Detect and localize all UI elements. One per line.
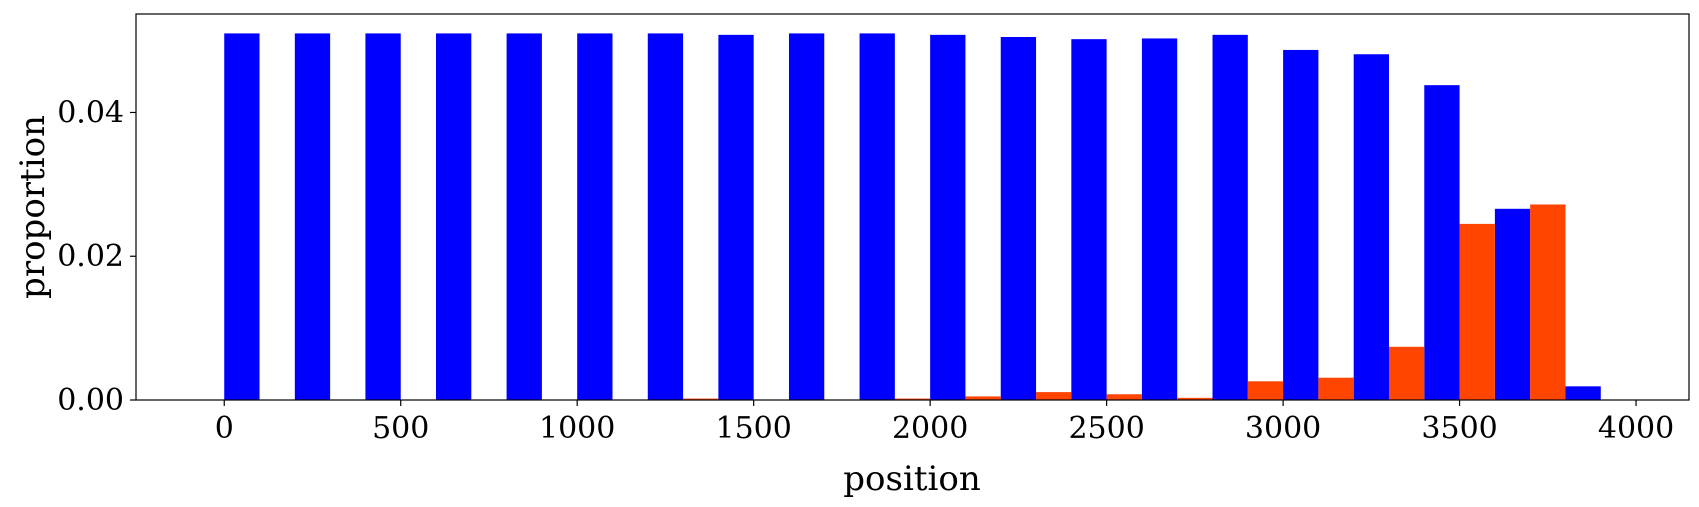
bar-series-1-bin-0 (224, 33, 260, 400)
y-tick-label: 0.00 (57, 383, 124, 418)
bar-series-1-bin-19 (1565, 386, 1601, 400)
y-tick-label: 0.02 (57, 239, 124, 274)
bars-layer (224, 33, 1601, 400)
bar-series-2-bin-12 (1106, 394, 1142, 400)
bar-series-1-bin-15 (1283, 49, 1319, 400)
bar-series-2-bin-10 (965, 396, 1001, 400)
bar-series-1-bin-14 (1212, 34, 1248, 400)
bar-series-1-bin-6 (647, 33, 684, 400)
bar-series-2-bin-17 (1459, 223, 1495, 400)
bar-series-1-bin-10 (930, 34, 966, 400)
bar-series-2-bin-16 (1388, 346, 1425, 400)
bar-series-1-bin-7 (718, 34, 754, 400)
bar-series-2-bin-14 (1247, 381, 1284, 400)
bar-series-1-bin-3 (436, 33, 472, 400)
x-axis-ticks: 0 500 1000 1500 2000 2500 3000 3500 4000 (215, 400, 1674, 446)
bar-series-1-bin-16 (1353, 54, 1389, 400)
x-tick-label: 1500 (715, 411, 791, 446)
bar-series-1-bin-17 (1424, 85, 1460, 400)
x-tick-label: 2500 (1068, 411, 1144, 446)
y-axis-label: proportion (13, 115, 53, 299)
bar-series-1-bin-2 (365, 33, 401, 400)
x-tick-label: 500 (372, 411, 429, 446)
plot-frame (135, 13, 1690, 401)
bar-series-1-bin-8 (788, 33, 825, 400)
bar-series-1-bin-5 (577, 33, 613, 400)
x-axis-label: position (843, 459, 980, 499)
x-tick-label: 3000 (1245, 411, 1321, 446)
bar-series-1-bin-9 (859, 33, 895, 400)
bar-series-2-bin-6 (683, 398, 719, 400)
bar-series-1-bin-11 (1000, 37, 1037, 400)
bar-series-1-bin-18 (1494, 208, 1531, 400)
bar-series-2-bin-18 (1530, 204, 1566, 400)
x-tick-label: 0 (215, 411, 234, 446)
y-axis-ticks: 0.00 0.02 0.04 (57, 95, 136, 418)
bar-series-2-bin-15 (1318, 377, 1354, 400)
x-tick-label: 2000 (892, 411, 968, 446)
bar-series-1-bin-1 (294, 33, 331, 400)
bar-series-2-bin-11 (1036, 392, 1072, 400)
x-tick-label: 3500 (1421, 411, 1497, 446)
bar-series-1-bin-4 (506, 33, 542, 400)
bar-series-2-bin-9 (894, 398, 931, 400)
bar-series-1-bin-13 (1141, 38, 1178, 400)
bar-series-2-bin-13 (1177, 397, 1213, 400)
bar-series-1-bin-12 (1071, 39, 1107, 400)
y-tick-label: 0.04 (57, 95, 124, 130)
x-tick-label: 1000 (539, 411, 615, 446)
x-tick-label: 4000 (1598, 411, 1674, 446)
